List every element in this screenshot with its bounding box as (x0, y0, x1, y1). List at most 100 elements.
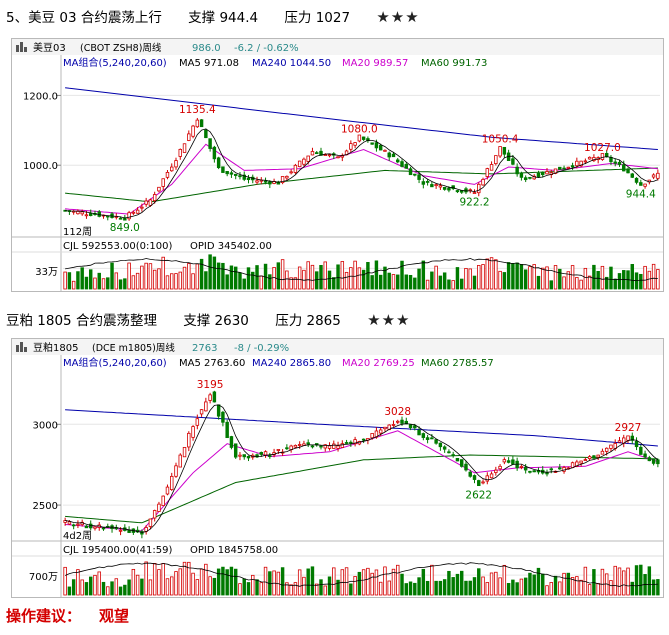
volume-bar (519, 578, 524, 596)
volume-bar (528, 266, 532, 290)
volume-bar (187, 561, 191, 596)
candle-body (442, 446, 447, 450)
chart1-heading: 5、美豆 03 合约震荡上行 支撑 944.4 压力 1027 ★★★ (6, 6, 442, 26)
candle-body (600, 450, 605, 455)
bar-chart-icon (16, 342, 27, 352)
volume-bar (502, 272, 507, 290)
volume-bar (459, 570, 464, 596)
candle-body (656, 459, 660, 465)
candle-body (165, 486, 170, 495)
candle-body (455, 457, 460, 462)
volume-bar (242, 578, 246, 596)
volume-bar (506, 262, 511, 290)
candle-body (592, 455, 596, 459)
candle-body (596, 454, 600, 458)
candle-body (259, 452, 264, 455)
candle-body (374, 430, 379, 438)
volume-bar (387, 580, 391, 596)
candle-body (651, 458, 656, 464)
volume-bar (378, 274, 383, 290)
volume-bar (438, 580, 443, 596)
chart2-svg[interactable]: 豆粕1805 (DCE m1805)周线 2763 -8 / -0.29% MA… (12, 339, 663, 597)
candle-body (327, 154, 332, 157)
volume-bar (442, 272, 447, 290)
candle-body (101, 527, 106, 530)
volume-bar (600, 265, 605, 290)
volume-bar (545, 585, 549, 596)
candle-body (242, 174, 246, 180)
candle-body (562, 167, 566, 170)
last-price: 2763 (192, 343, 217, 354)
candle-body (579, 160, 583, 167)
chart1-svg[interactable]: 美豆03 (CBOT ZSH8)周线 986.0 -6.2 / -0.62% M… (12, 39, 663, 291)
volume-bar (204, 271, 208, 290)
volume-bar (152, 563, 157, 596)
candle-body (536, 172, 541, 178)
candle-body (157, 186, 161, 192)
volume-cjl-label: CJL 195400.00(41:59) (63, 545, 172, 556)
candle-body (361, 136, 366, 140)
candle-body (319, 445, 323, 448)
volume-bar (332, 277, 336, 290)
volume-bar (383, 566, 387, 596)
y-tick-label: 1000.0 (23, 161, 58, 172)
price-extreme-label: 3028 (384, 406, 411, 418)
candle-body (349, 441, 353, 444)
volume-bar (438, 275, 443, 290)
volume-bar (434, 580, 438, 596)
volume-bar (634, 565, 639, 596)
candle-body (216, 157, 221, 169)
volume-bar (651, 579, 656, 596)
volume-bar (549, 582, 553, 596)
candle-body (570, 165, 575, 168)
volume-bar (451, 280, 455, 290)
candle-body (481, 178, 485, 186)
ma20-value: MA20 989.57 (342, 58, 408, 69)
candle-body (425, 181, 430, 183)
candle-body (575, 461, 579, 467)
volume-bar (93, 574, 97, 596)
chart2-panel[interactable]: 豆粕1805 (DCE m1805)周线 2763 -8 / -0.29% MA… (11, 338, 664, 598)
candle-body (323, 444, 327, 449)
volume-bar (528, 572, 532, 596)
volume-bar (477, 265, 481, 290)
candle-body (263, 180, 268, 183)
candle-body (387, 152, 391, 158)
candle-body (438, 185, 443, 188)
volume-bar (357, 267, 362, 290)
volume-bar (297, 569, 302, 596)
candle-body (459, 459, 464, 467)
volume-bar (485, 582, 490, 596)
volume-bar (76, 569, 80, 596)
volume-bar (170, 273, 174, 290)
candle-body (263, 451, 268, 456)
volume-bar (609, 580, 613, 596)
symbol-name: 豆粕1805 (33, 341, 78, 354)
period-label: 112周 (63, 226, 92, 238)
volume-bar (613, 278, 617, 290)
volume-bar (344, 567, 349, 596)
volume-bar (323, 585, 327, 596)
candle-body (391, 153, 396, 158)
candle-body (498, 146, 502, 157)
candle-body (639, 182, 643, 186)
candle-body (221, 166, 225, 173)
volume-bar (165, 578, 170, 596)
volume-bar (468, 268, 472, 290)
candle-body (651, 174, 656, 178)
advice-value: 观望 (99, 607, 130, 625)
volume-bar (229, 265, 234, 290)
info-bar-bg (12, 39, 663, 55)
volume-bar (152, 269, 157, 290)
volume-bar (361, 569, 366, 596)
volume-bar (114, 578, 119, 596)
volume-bar (276, 262, 281, 290)
candle-body (575, 160, 579, 167)
chart1-panel[interactable]: 美豆03 (CBOT ZSH8)周线 986.0 -6.2 / -0.62% M… (11, 38, 664, 292)
volume-bar (268, 274, 272, 290)
candle-body (468, 471, 472, 477)
price-extreme-label: 3195 (197, 379, 224, 391)
volume-bar (468, 580, 472, 596)
candle-body (481, 481, 485, 484)
volume-bar (630, 581, 635, 596)
